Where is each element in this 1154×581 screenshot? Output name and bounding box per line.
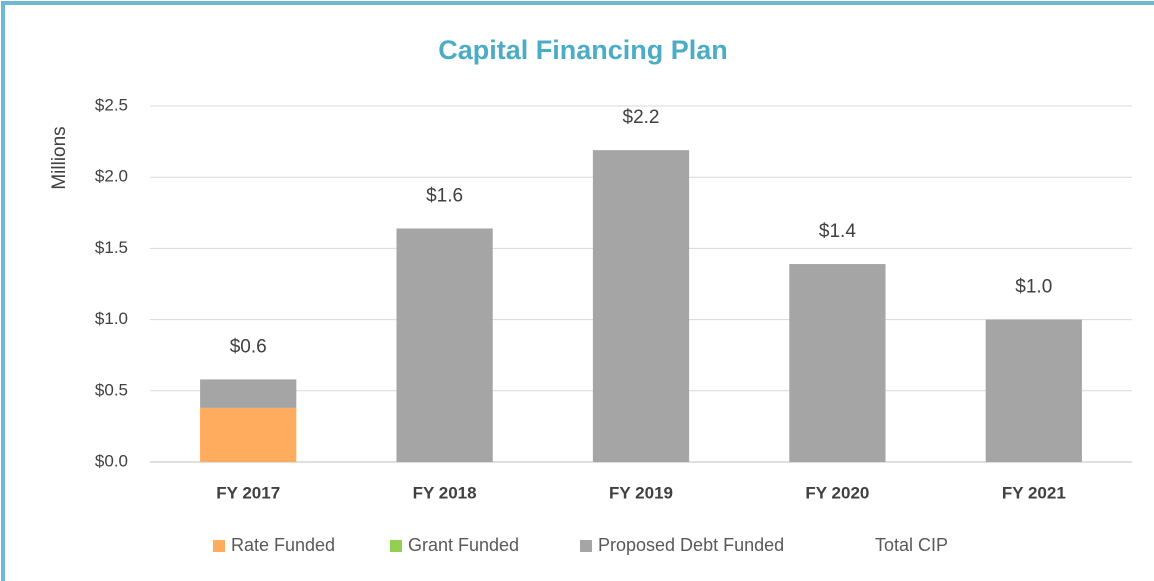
data-label: $2.2 xyxy=(623,107,660,128)
bar-segment xyxy=(200,379,297,408)
data-label: $1.6 xyxy=(426,185,463,206)
legend-label: Proposed Debt Funded xyxy=(598,535,784,555)
x-tick-label: FY 2018 xyxy=(413,483,477,502)
y-tick-label: $0.5 xyxy=(95,380,128,399)
y-tick-label: $0.0 xyxy=(95,451,128,470)
legend-label: Grant Funded xyxy=(408,535,519,555)
y-tick-label: $2.0 xyxy=(95,167,128,186)
x-tick-label: FY 2021 xyxy=(1002,483,1066,502)
bar-segment xyxy=(789,264,886,462)
legend-label: Rate Funded xyxy=(231,535,335,555)
bar-segment xyxy=(396,228,493,462)
y-axis-label: Millions xyxy=(49,126,70,189)
legend-swatch xyxy=(213,540,225,552)
y-tick-label: $1.0 xyxy=(95,309,128,328)
bar-segment xyxy=(592,150,690,463)
x-tick-label: FY 2017 xyxy=(216,483,280,502)
bar-segment xyxy=(200,407,297,462)
y-tick-label: $1.5 xyxy=(95,238,128,257)
data-label: $0.6 xyxy=(230,336,267,357)
legend-swatch xyxy=(580,540,592,552)
chart-title: Capital Financing Plan xyxy=(438,35,728,65)
bar-segment xyxy=(985,319,1082,462)
y-tick-label: $2.5 xyxy=(95,95,128,114)
x-tick-label: FY 2019 xyxy=(609,483,673,502)
data-label: $1.0 xyxy=(1015,277,1052,298)
x-tick-label: FY 2020 xyxy=(805,483,869,502)
data-label: $1.4 xyxy=(819,221,856,242)
legend-label: Total CIP xyxy=(875,535,948,555)
legend-swatch xyxy=(390,540,402,552)
